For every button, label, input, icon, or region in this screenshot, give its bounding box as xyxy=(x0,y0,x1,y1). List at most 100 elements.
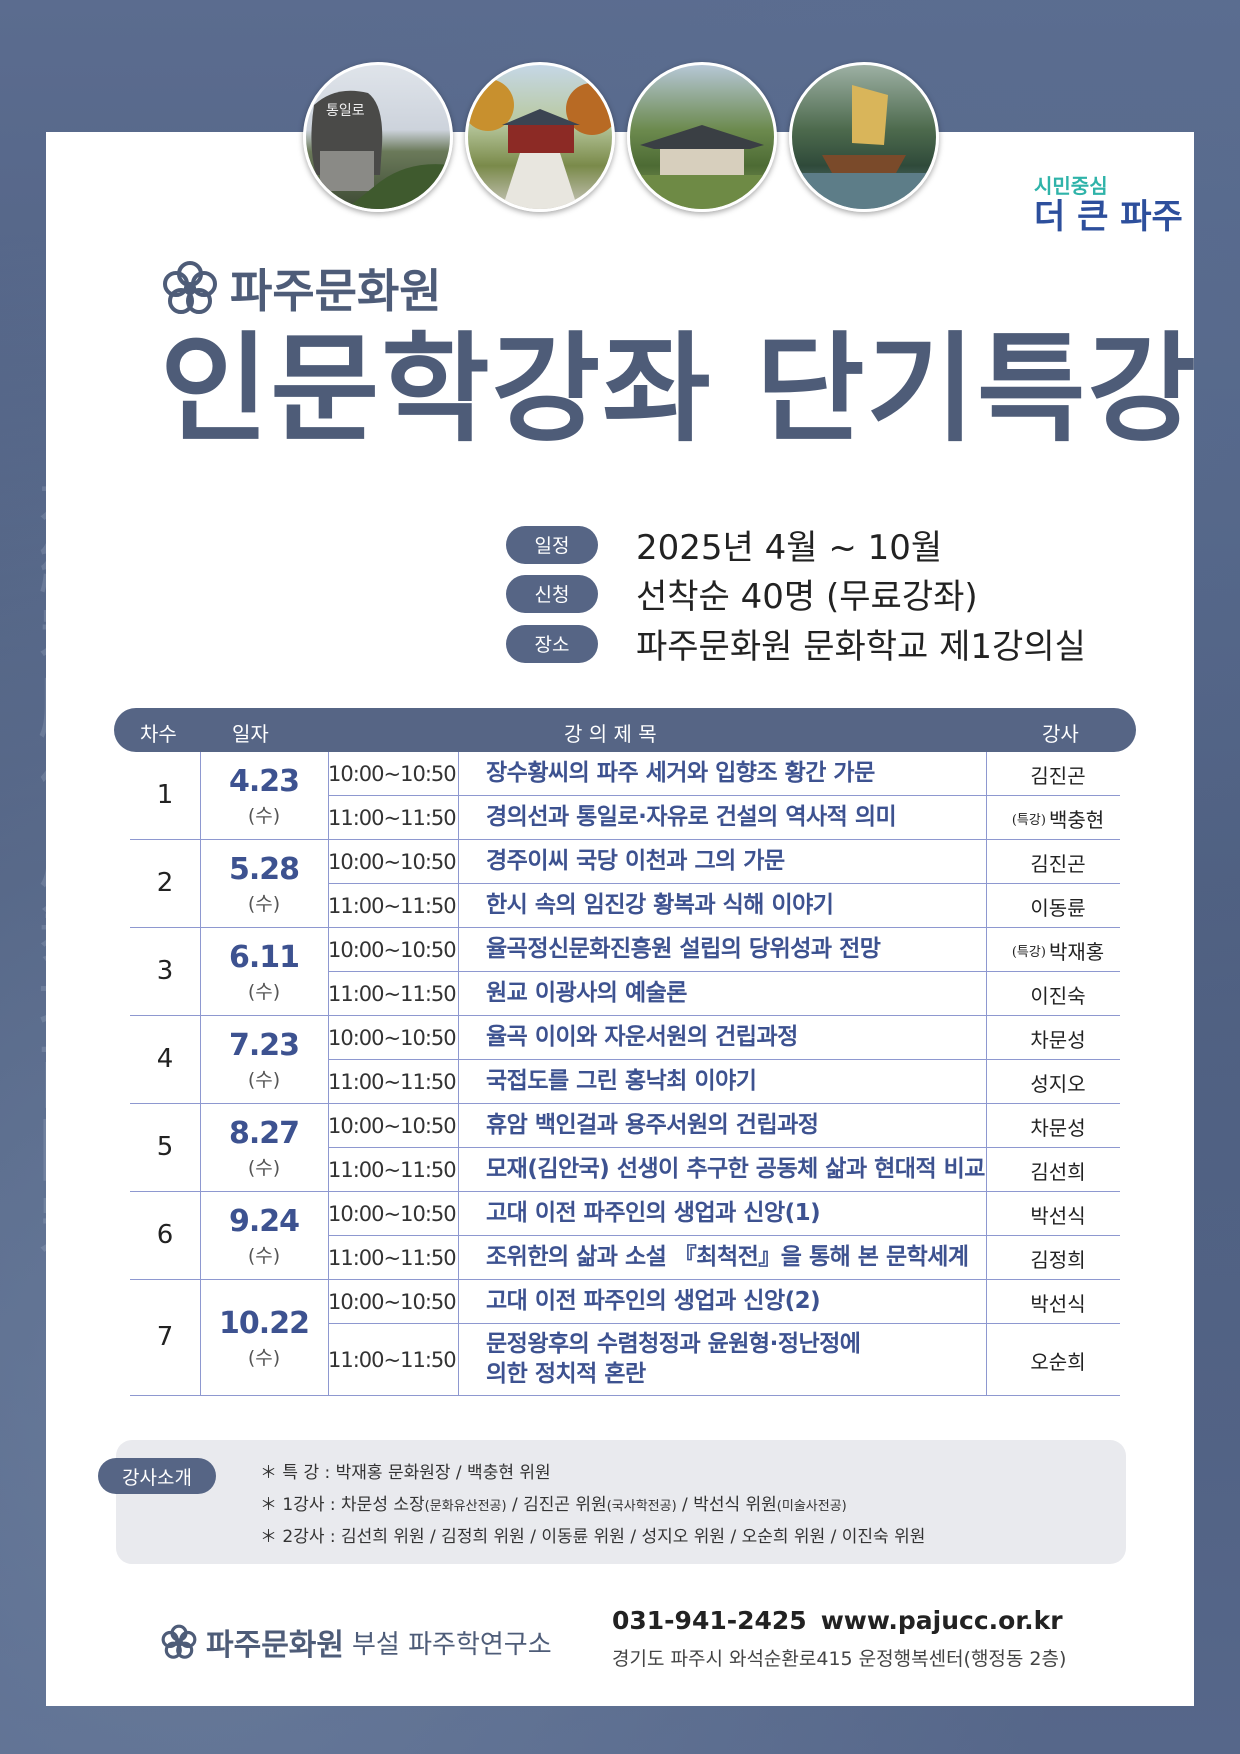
session-time: 11:00~11:50 xyxy=(328,894,457,918)
intro-note: (미술사전공) xyxy=(776,1499,847,1514)
session-instructor: 차문성 xyxy=(996,1104,1120,1148)
table-row: 11:00~11:50 국접도를 그린 홍낙최 이야기 성지오 xyxy=(328,1060,1120,1104)
instructor-name: 박선식 xyxy=(1030,1203,1086,1228)
instructor-name: 김정희 xyxy=(1030,1247,1086,1272)
info-value: 2025년 4월 ~ 10월 xyxy=(636,528,943,568)
session-title: 율곡 이이와 자운서원의 건립과정 xyxy=(486,1024,798,1051)
session-time: 11:00~11:50 xyxy=(328,982,457,1006)
session-time: 10:00~10:50 xyxy=(328,1202,457,1226)
round-number: 6 xyxy=(156,1220,174,1250)
info-label: 일정 xyxy=(506,525,598,564)
session-title: 모재(김안국) 선생이 추구한 공동체 삶과 현대적 비교 xyxy=(486,1156,985,1183)
row-divider xyxy=(130,1279,1120,1280)
column-divider xyxy=(328,752,329,1396)
intro-line: ＊ 2강사 : 김선희 위원 / 김정희 위원 / 이동륜 위원 / 성지오 위… xyxy=(260,1522,925,1547)
intro-prefix: ＊ 특 강 : xyxy=(260,1463,336,1483)
session-title: 율곡정신문화진흥원 설립의 당위성과 전망 xyxy=(486,936,881,963)
info-application: 신청 선착순 40명 (무료강좌) xyxy=(506,569,978,618)
row-divider xyxy=(328,883,1120,884)
session-time: 11:00~11:50 xyxy=(328,1158,457,1182)
table-row: 11:00~11:50 경의선과 통일로·자유로 건설의 역사적 의미 (특강) 백충… xyxy=(328,796,1120,840)
column-divider xyxy=(200,752,201,1396)
phone-number: 031-941-2425 xyxy=(612,1606,807,1635)
session-time: 11:00~11:50 xyxy=(328,1070,457,1094)
session-instructor: 김진곤 xyxy=(996,840,1120,884)
table-row: 11:00~11:50 한시 속의 임진강 황복과 식해 이야기 이동륜 xyxy=(328,884,1120,928)
instructor-name: 김진곤 xyxy=(1030,851,1086,876)
slogan-line2: 더 큰 파주 xyxy=(1034,197,1183,237)
special-tag: (특강) xyxy=(1011,944,1046,960)
intro-note: (문화유산전공) xyxy=(424,1499,507,1514)
flower-emblem-icon xyxy=(163,261,217,314)
intro-prefix: ＊ 2강사 : xyxy=(260,1527,342,1547)
session-title: 조위한의 삶과 소설 『최척전』을 통해 본 문학세계 xyxy=(486,1244,969,1271)
instructor-intro: 강사소개 ＊ 특 강 : 박재홍 문화원장 / 백충현 위원 ＊ 1강사 : 차문… xyxy=(98,1440,1126,1564)
weekday: (수) xyxy=(247,805,281,827)
column-divider xyxy=(986,752,987,1396)
session-instructor: 이동륜 xyxy=(996,884,1120,928)
table-row: 11:00~11:50 문정왕후의 수렴청정과 윤원형·정난정에 의한 정치적 혼… xyxy=(328,1324,1120,1396)
session-time: 10:00~10:50 xyxy=(328,1026,457,1050)
date-value: 8.27 xyxy=(228,1116,300,1151)
row-divider xyxy=(130,1395,1120,1396)
table-row: 10:00~10:50 경주이씨 국당 이천과 그의 가문 김진곤 xyxy=(328,840,1120,884)
intro-note: (국사학전공) xyxy=(606,1499,677,1514)
row-divider xyxy=(328,1323,1120,1324)
session-time: 10:00~10:50 xyxy=(328,938,457,962)
weekday: (수) xyxy=(247,893,281,915)
date-value: 10.22 xyxy=(219,1306,310,1341)
intro-names: / 박선식 위원 xyxy=(676,1495,777,1515)
row-divider xyxy=(130,1103,1120,1104)
intro-line: ＊ 1강사 : 차문성 소장(문화유산전공) / 김진곤 위원(국사학전공) /… xyxy=(260,1490,847,1515)
row-divider xyxy=(328,1147,1120,1148)
column-divider xyxy=(458,752,459,1396)
website-link[interactable]: www.pajucc.or.kr xyxy=(820,1606,1063,1635)
weekday: (수) xyxy=(247,1245,281,1267)
flower-emblem-icon xyxy=(161,1624,197,1659)
header-round: 차수 xyxy=(140,722,177,746)
row-divider xyxy=(328,1059,1120,1060)
round-group: 1 4.23 (수) xyxy=(130,752,328,840)
table-row: 10:00~10:50 고대 이전 파주인의 생업과 신앙(2) 박선식 xyxy=(328,1280,1120,1324)
instructor-name: 박재홍 xyxy=(1048,939,1105,964)
table-row: 11:00~11:50 모재(김안국) 선생이 추구한 공동체 삶과 현대적 비교… xyxy=(328,1148,1120,1192)
session-instructor: 박선식 xyxy=(996,1280,1120,1324)
photo-memorial-stone: 통일로 xyxy=(303,62,453,212)
weekday: (수) xyxy=(247,981,281,1003)
instructor-name: 백충현 xyxy=(1048,807,1105,832)
round-group: 6 9.24 (수) xyxy=(130,1192,328,1280)
round-date: 6.11 (수) xyxy=(200,940,328,1004)
row-divider xyxy=(130,1191,1120,1192)
round-group: 4 7.23 (수) xyxy=(130,1016,328,1104)
instructor-name: 오순희 xyxy=(1030,1349,1086,1374)
intro-names: 박재홍 문화원장 xyxy=(335,1463,451,1483)
instructor-name: 이동륜 xyxy=(1030,895,1086,920)
instructor-name: 성지오 xyxy=(1030,1071,1086,1096)
org-logo: 파주문화원 xyxy=(160,255,442,321)
date-value: 6.11 xyxy=(228,940,300,975)
city-slogan: 시민중심 더 큰 파주 xyxy=(1034,176,1183,234)
session-title: 고대 이전 파주인의 생업과 신앙(1) xyxy=(486,1200,821,1227)
session-instructor: 김정희 xyxy=(996,1236,1120,1280)
table-row: 10:00~10:50 고대 이전 파주인의 생업과 신앙(1) 박선식 xyxy=(328,1192,1120,1236)
round-number: 2 xyxy=(156,868,174,898)
row-divider xyxy=(130,1015,1120,1016)
session-instructor: 차문성 xyxy=(996,1016,1120,1060)
round-number: 7 xyxy=(156,1322,174,1352)
intro-names: / 김진곤 위원 xyxy=(506,1495,607,1515)
ship-illustration xyxy=(792,85,936,209)
session-time: 10:00~10:50 xyxy=(328,1290,457,1314)
round-group: 2 5.28 (수) xyxy=(130,840,328,928)
round-number: 1 xyxy=(156,780,174,810)
weekday: (수) xyxy=(247,1157,281,1179)
table-row: 10:00~10:50 율곡정신문화진흥원 설립의 당위성과 전망 (특강) 박재홍 xyxy=(328,928,1120,972)
row-divider xyxy=(328,795,1120,796)
session-title: 경의선과 통일로·자유로 건설의 역사적 의미 xyxy=(486,804,897,831)
intro-names: 차문성 소장 xyxy=(341,1495,425,1515)
row-divider xyxy=(328,1235,1120,1236)
org-name: 파주문화원 xyxy=(230,264,442,318)
instructor-name: 박선식 xyxy=(1030,1291,1086,1316)
round-date: 4.23 (수) xyxy=(200,764,328,828)
round-date: 7.23 (수) xyxy=(200,1028,328,1092)
session-title: 국접도를 그린 홍낙최 이야기 xyxy=(486,1068,757,1095)
